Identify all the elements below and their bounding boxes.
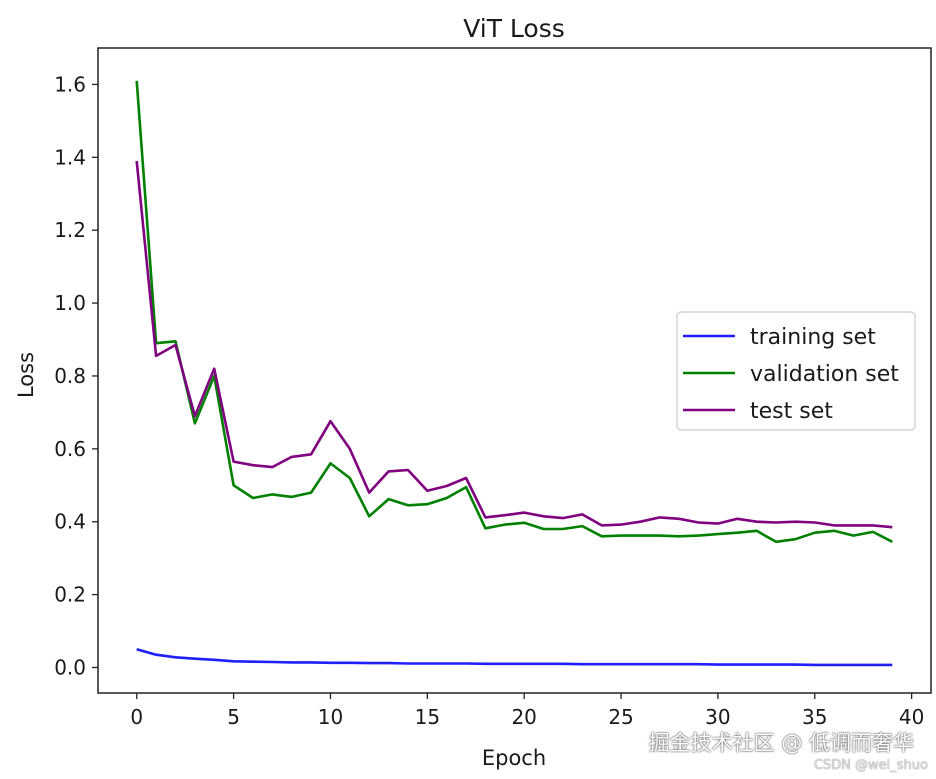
y-tick-label: 0.2 bbox=[54, 583, 86, 607]
x-tick-label: 25 bbox=[608, 705, 633, 729]
y-tick-label: 0.4 bbox=[54, 510, 86, 534]
y-axis-label: Loss bbox=[14, 352, 38, 398]
y-tick-label: 1.0 bbox=[54, 291, 86, 315]
x-tick-label: 5 bbox=[227, 705, 240, 729]
y-axis-ticks: 0.0 0.2 0.4 0.6 0.8 1.0 1.2 1.4 1.6 bbox=[54, 72, 98, 679]
y-tick-label: 0.6 bbox=[54, 437, 86, 461]
legend-label: test set bbox=[750, 399, 833, 424]
y-tick-label: 0.8 bbox=[54, 364, 86, 388]
x-tick-label: 30 bbox=[705, 705, 730, 729]
x-tick-label: 10 bbox=[318, 705, 343, 729]
series-line-test-set bbox=[135, 160, 893, 529]
watermark-primary: 掘金技术社区 @ 低调而奢华 bbox=[648, 731, 914, 755]
series-line-training-set bbox=[136, 648, 893, 667]
chart-title: ViT Loss bbox=[463, 14, 565, 43]
x-tick-label: 20 bbox=[511, 705, 536, 729]
x-tick-label: 35 bbox=[802, 705, 827, 729]
y-tick-label: 1.6 bbox=[54, 72, 86, 96]
watermark-secondary: CSDN @wei_shuo bbox=[813, 758, 928, 773]
series-line-validation-set bbox=[135, 80, 893, 544]
series-lines bbox=[135, 80, 893, 667]
x-tick-label: 15 bbox=[415, 705, 440, 729]
legend-label: training set bbox=[750, 325, 876, 350]
plot-area-frame bbox=[97, 47, 932, 694]
x-tick-label: 40 bbox=[899, 705, 924, 729]
legend-label: validation set bbox=[750, 362, 899, 387]
legend: training set validation set test set bbox=[676, 311, 916, 431]
y-tick-label: 1.4 bbox=[54, 145, 86, 169]
legend-box bbox=[676, 311, 916, 431]
x-axis-ticks: 0 5 10 15 20 25 30 35 40 bbox=[130, 693, 924, 729]
x-tick-label: 0 bbox=[130, 705, 143, 729]
y-tick-label: 1.2 bbox=[54, 218, 86, 242]
y-tick-label: 0.0 bbox=[54, 655, 86, 679]
x-axis-label: Epoch bbox=[482, 746, 546, 770]
